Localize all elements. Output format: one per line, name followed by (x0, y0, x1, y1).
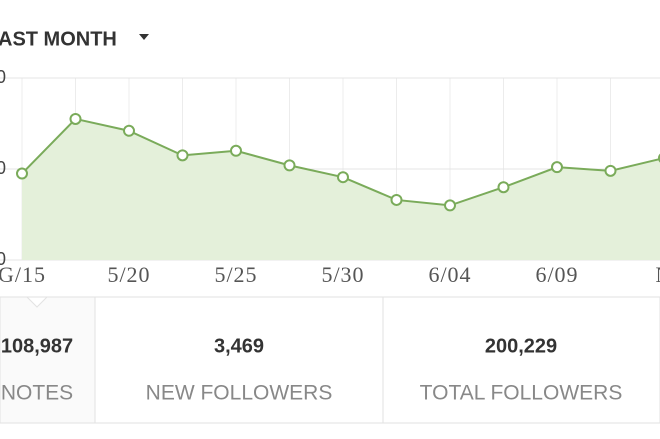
plot: G/15 5/20 5/25 5/30 6/04 6/09 N 0 0 0 (0, 67, 660, 287)
point (69, 112, 82, 125)
stat-label: NOTES (1, 382, 73, 405)
stat-value: 108,987 (1, 335, 73, 357)
point (283, 159, 296, 172)
point (230, 144, 242, 157)
range-selector[interactable]: AST MONTH (0, 28, 117, 50)
x-tick-label: 5/30 (321, 262, 364, 287)
dropdown-arrow[interactable] (139, 34, 149, 40)
y-tick-label: 0 (0, 158, 6, 178)
stats: 108,987 NOTES 3,469 NEW FOLLOWERS 200,229 TOT… (1, 335, 623, 404)
stat-tab-active[interactable] (0, 296, 96, 424)
point (444, 199, 456, 212)
x-tick-label: 5/25 (214, 262, 257, 287)
y-tick-label: 0 (0, 249, 6, 269)
x-tick-label: 6/09 (535, 262, 578, 287)
y-tick-label: 0 (0, 67, 6, 87)
point (176, 149, 189, 162)
point (16, 167, 28, 180)
stat-label: NEW FOLLOWERS (146, 382, 333, 405)
point (604, 164, 617, 177)
point (123, 124, 135, 137)
notch (25, 296, 49, 308)
area (22, 118, 660, 260)
x-tick-label: 5/20 (107, 262, 150, 287)
x-tick-label: N (656, 262, 660, 287)
point (390, 193, 403, 206)
stat-label: TOTAL FOLLOWERS (420, 382, 623, 405)
stats-panel (0, 296, 660, 424)
point (337, 171, 349, 184)
point (497, 181, 510, 194)
x-tick-label: G/15 (0, 262, 46, 287)
x-tick-label: 6/04 (428, 262, 471, 287)
stat-value: 200,229 (485, 335, 557, 357)
point (551, 161, 563, 174)
stat-value: 3,469 (214, 335, 264, 357)
